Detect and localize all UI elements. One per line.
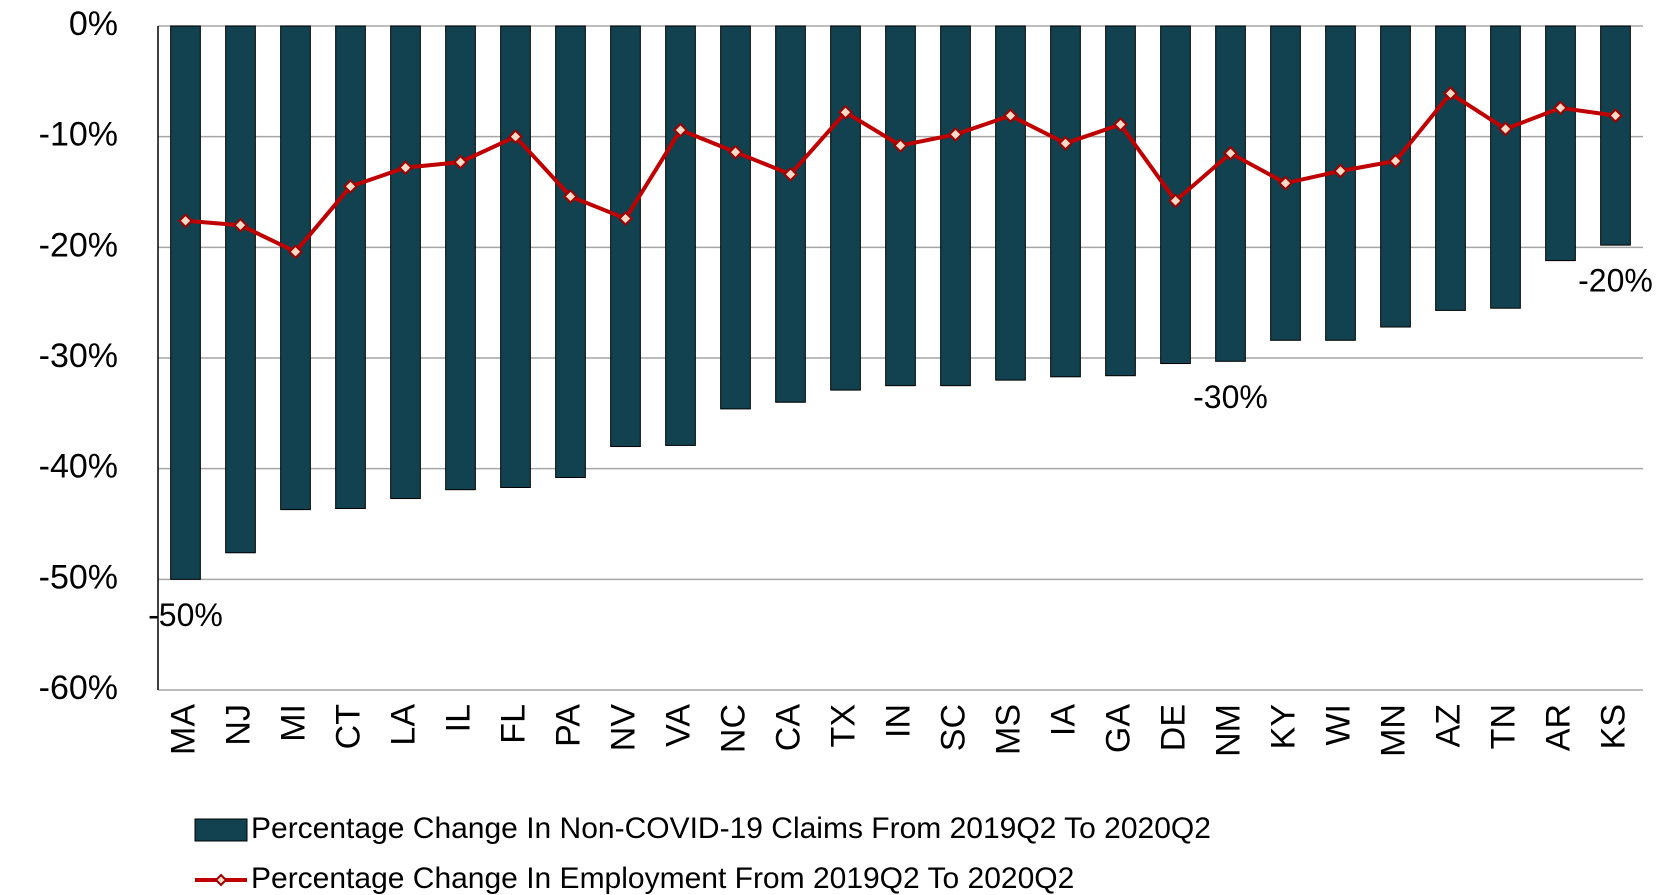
- point: [728, 144, 743, 160]
- bar: [1435, 25, 1466, 311]
- point: [1113, 117, 1128, 132]
- point: [618, 211, 633, 226]
- y-tick-label: 0%: [69, 5, 118, 43]
- bar: [610, 25, 641, 448]
- bar: [335, 25, 366, 510]
- point: [783, 166, 798, 182]
- bar: [390, 25, 421, 500]
- legend-marker: [214, 873, 228, 887]
- y-tick-label: -50%: [39, 558, 118, 596]
- point: [948, 127, 963, 142]
- point: [178, 213, 193, 229]
- point: [838, 104, 853, 120]
- bar: [1380, 25, 1411, 328]
- point: [1333, 163, 1348, 179]
- data-label: -30%: [1193, 379, 1268, 415]
- point: [508, 129, 523, 145]
- bar: [1490, 25, 1521, 309]
- bar: [225, 25, 256, 554]
- legend-swatch: [194, 818, 248, 842]
- point: [1278, 175, 1293, 191]
- point: [1553, 100, 1568, 116]
- point: [1443, 86, 1458, 101]
- point: [453, 154, 468, 170]
- x-tick-label: CT: [329, 704, 367, 749]
- x-tick-label: DE: [1154, 704, 1192, 751]
- point: [1058, 135, 1073, 151]
- bar: [555, 25, 586, 479]
- bar: [1215, 25, 1246, 362]
- legend-label: Percentage Change In Non-COVID-19 Claims…: [251, 812, 1211, 845]
- bar: [940, 25, 971, 387]
- point: [673, 122, 688, 138]
- bar: [445, 25, 476, 491]
- legend-label: Percentage Change In Employment From 201…: [251, 862, 1074, 895]
- x-tick-label: LA: [384, 704, 422, 746]
- bar: [720, 25, 751, 410]
- point: [1223, 145, 1238, 161]
- bar: [500, 25, 531, 488]
- x-tick-label: PA: [549, 704, 587, 747]
- bar: [1050, 25, 1081, 378]
- x-tick-label: NC: [714, 704, 752, 753]
- point: [563, 189, 578, 204]
- x-tick-label: TN: [1484, 704, 1522, 749]
- x-tick-label: IN: [879, 704, 917, 738]
- point: [893, 138, 908, 153]
- x-tick-label: IL: [439, 704, 477, 732]
- x-tick-label: IA: [1044, 704, 1082, 736]
- bar: [1325, 25, 1356, 341]
- x-tick-label: GA: [1099, 704, 1137, 753]
- x-tick-label: TX: [824, 704, 862, 747]
- y-tick-label: -60%: [39, 669, 118, 707]
- bar: [1545, 25, 1576, 262]
- x-tick-label: NV: [604, 704, 642, 752]
- x-tick-label: CA: [769, 704, 807, 752]
- point: [233, 217, 248, 233]
- x-tick-label: KY: [1264, 704, 1302, 749]
- data-label: -50%: [148, 597, 223, 633]
- bar: [830, 25, 861, 391]
- x-tick-label: MN: [1374, 704, 1412, 757]
- y-tick-label: -30%: [39, 337, 118, 375]
- bar: [995, 25, 1026, 381]
- bar: [775, 25, 806, 403]
- x-tick-label: VA: [659, 704, 697, 747]
- point: [1388, 153, 1403, 169]
- point: [343, 179, 358, 194]
- y-tick-label: -40%: [39, 448, 118, 486]
- x-tick-label: KS: [1594, 704, 1632, 749]
- bar: [665, 25, 696, 446]
- x-tick-label: FL: [494, 704, 532, 744]
- y-tick-label: -20%: [39, 226, 118, 264]
- data-label: -20%: [1578, 263, 1653, 299]
- point: [288, 244, 303, 260]
- bar: [280, 25, 311, 511]
- y-tick-label: -10%: [39, 116, 118, 154]
- x-tick-label: MI: [274, 704, 312, 742]
- point: [1608, 108, 1623, 124]
- point: [1168, 193, 1183, 209]
- bar: [1600, 25, 1631, 246]
- bar: [170, 25, 201, 580]
- x-tick-label: MA: [164, 704, 202, 755]
- x-tick-label: NJ: [219, 704, 257, 746]
- x-tick-label: WI: [1319, 704, 1357, 746]
- bar: [885, 25, 916, 387]
- point: [398, 160, 413, 176]
- point: [1498, 121, 1513, 137]
- x-tick-label: AR: [1539, 704, 1577, 751]
- x-tick-label: MS: [989, 704, 1027, 755]
- x-tick-label: SC: [934, 704, 972, 751]
- x-tick-label: AZ: [1429, 704, 1467, 747]
- point: [1003, 108, 1018, 124]
- bar: [1105, 25, 1136, 377]
- x-tick-label: NM: [1209, 704, 1247, 757]
